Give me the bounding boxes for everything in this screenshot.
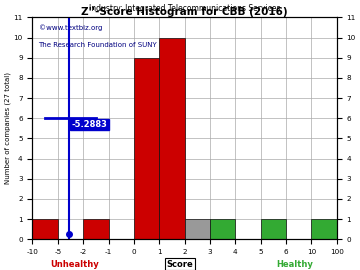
Title: Z''-Score Histogram for CBB (2016): Z''-Score Histogram for CBB (2016) (81, 7, 288, 17)
Text: Healthy: Healthy (276, 260, 313, 269)
Bar (134, 58, 159, 239)
Bar (159, 38, 185, 239)
Bar (261, 219, 286, 239)
Text: -5.2883: -5.2883 (72, 120, 108, 129)
Bar (311, 219, 337, 239)
Text: Score: Score (167, 260, 193, 269)
Text: ©www.textbiz.org: ©www.textbiz.org (39, 24, 102, 31)
Bar (210, 219, 235, 239)
Y-axis label: Number of companies (27 total): Number of companies (27 total) (4, 72, 11, 184)
Bar (83, 219, 108, 239)
Bar (185, 219, 210, 239)
Bar (32, 219, 58, 239)
Text: Industry: Integrated Telecommunications Services: Industry: Integrated Telecommunications … (89, 4, 280, 13)
Text: Unhealthy: Unhealthy (50, 260, 99, 269)
Text: The Research Foundation of SUNY: The Research Foundation of SUNY (39, 42, 157, 48)
